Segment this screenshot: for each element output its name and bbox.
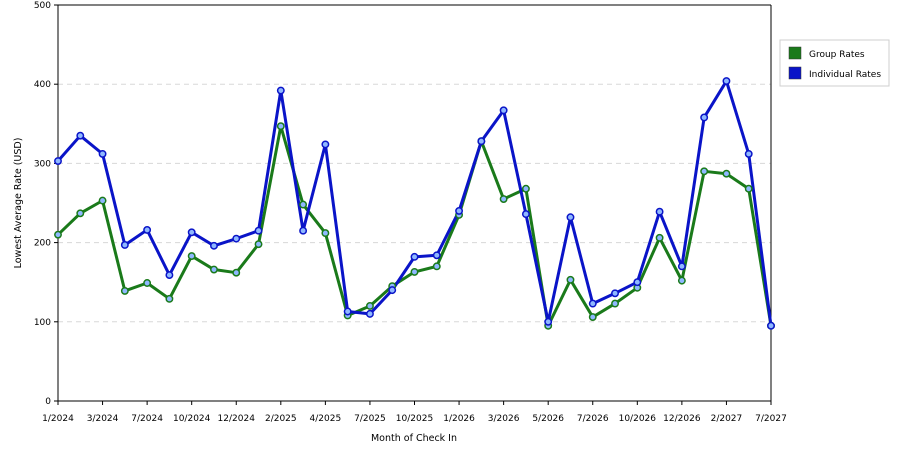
y-tick-label: 100 — [34, 318, 51, 328]
data-point-individual-rates — [611, 289, 619, 298]
x-tick-label: 7/2024 — [131, 414, 163, 424]
data-point-individual-rates — [54, 157, 62, 165]
data-point-individual-rates — [120, 241, 129, 249]
data-point-individual-rates — [633, 278, 642, 287]
data-point-individual-rates — [655, 207, 664, 216]
x-tick-label: 12/2026 — [663, 414, 701, 424]
data-point-individual-rates — [700, 113, 709, 122]
data-point-group-rates — [432, 262, 441, 271]
data-point-group-rates — [655, 233, 664, 242]
data-points — [54, 77, 775, 330]
data-point-individual-rates — [432, 251, 441, 260]
data-point-group-rates — [232, 268, 241, 277]
x-axis-ticks: 1/2024 3/2024 7/2024 10/2024 12/2024 2/2025 4/… — [42, 401, 787, 424]
legend-label-individual-rates: Individual Rates — [809, 70, 881, 80]
legend: Group Rates Individual Rates — [779, 39, 890, 87]
data-point-individual-rates — [677, 262, 686, 271]
data-point-group-rates — [588, 313, 597, 321]
data-point-individual-rates — [210, 241, 218, 250]
legend-label-group-rates: Group Rates — [809, 50, 865, 60]
data-point-group-rates — [611, 299, 619, 308]
plot-area — [58, 5, 771, 401]
x-tick-label: 5/2026 — [532, 414, 564, 424]
y-axis-title: Lowest Average Rate (USD) — [13, 138, 24, 269]
data-point-group-rates — [321, 229, 330, 238]
data-point-individual-rates — [410, 252, 419, 261]
data-point-group-rates — [54, 230, 62, 239]
y-axis-ticks: 0 100 200 300 400 500 — [34, 1, 58, 407]
data-point-individual-rates — [722, 77, 731, 85]
data-point-group-rates — [165, 294, 174, 303]
x-tick-label: 7/2027 — [755, 414, 787, 424]
x-tick-label: 1/2024 — [42, 414, 74, 424]
data-point-individual-rates — [365, 309, 374, 318]
x-axis-title: Month of Check In — [371, 433, 457, 444]
data-point-group-rates — [499, 195, 508, 203]
data-point-individual-rates — [588, 299, 597, 308]
data-point-individual-rates — [232, 234, 241, 243]
data-point-individual-rates — [98, 149, 107, 158]
data-point-individual-rates — [254, 226, 263, 235]
data-point-individual-rates — [299, 226, 308, 235]
data-point-group-rates — [722, 169, 731, 178]
y-tick-label: 0 — [45, 397, 51, 407]
data-point-individual-rates — [544, 317, 553, 326]
data-point-individual-rates — [477, 137, 486, 146]
data-point-individual-rates — [499, 106, 508, 115]
x-tick-label: 2/2027 — [711, 414, 743, 424]
data-point-group-rates — [210, 265, 218, 274]
data-point-group-rates — [744, 184, 753, 193]
x-tick-label: 10/2024 — [173, 414, 211, 424]
data-point-individual-rates — [744, 149, 753, 158]
data-point-individual-rates — [455, 206, 464, 215]
y-tick-label: 500 — [34, 1, 51, 11]
data-point-group-rates — [187, 252, 196, 261]
data-point-group-rates — [566, 275, 575, 284]
y-tick-label: 400 — [34, 80, 51, 90]
data-point-group-rates — [120, 286, 129, 295]
data-point-individual-rates — [521, 210, 530, 219]
data-point-group-rates — [98, 196, 107, 205]
x-tick-label: 1/2026 — [443, 414, 475, 424]
data-point-group-rates — [410, 267, 419, 276]
y-tick-label: 300 — [34, 159, 51, 169]
data-point-individual-rates — [388, 286, 397, 295]
data-point-individual-rates — [143, 225, 152, 234]
x-tick-label: 12/2024 — [218, 414, 256, 424]
x-tick-label: 3/2024 — [87, 414, 119, 424]
data-point-group-rates — [677, 276, 686, 285]
data-point-group-rates — [365, 302, 374, 310]
data-point-group-rates — [299, 200, 308, 209]
x-tick-label: 10/2025 — [396, 414, 433, 424]
legend-swatch-group-rates — [788, 46, 802, 60]
grid-lines — [58, 83, 771, 323]
x-tick-label: 7/2026 — [577, 414, 609, 424]
data-point-individual-rates — [187, 228, 196, 237]
y-tick-label: 200 — [34, 239, 51, 249]
data-point-individual-rates — [165, 271, 174, 280]
x-tick-label: 3/2026 — [488, 414, 520, 424]
x-tick-label: 7/2025 — [354, 414, 386, 424]
x-tick-label: 2/2025 — [265, 414, 297, 424]
data-point-group-rates — [76, 209, 85, 218]
x-tick-label: 4/2025 — [310, 414, 342, 424]
data-point-group-rates — [254, 240, 263, 249]
data-point-group-rates — [521, 184, 530, 193]
legend-swatch-individual-rates — [788, 66, 802, 80]
data-point-group-rates — [276, 122, 285, 131]
data-point-group-rates — [143, 279, 152, 287]
data-point-individual-rates — [76, 131, 85, 140]
data-point-individual-rates — [767, 321, 775, 330]
data-point-individual-rates — [566, 213, 575, 222]
x-tick-label: 10/2026 — [619, 414, 657, 424]
data-point-individual-rates — [343, 307, 352, 316]
data-point-group-rates — [700, 167, 709, 176]
data-point-individual-rates — [321, 140, 330, 149]
data-point-individual-rates — [276, 86, 285, 95]
